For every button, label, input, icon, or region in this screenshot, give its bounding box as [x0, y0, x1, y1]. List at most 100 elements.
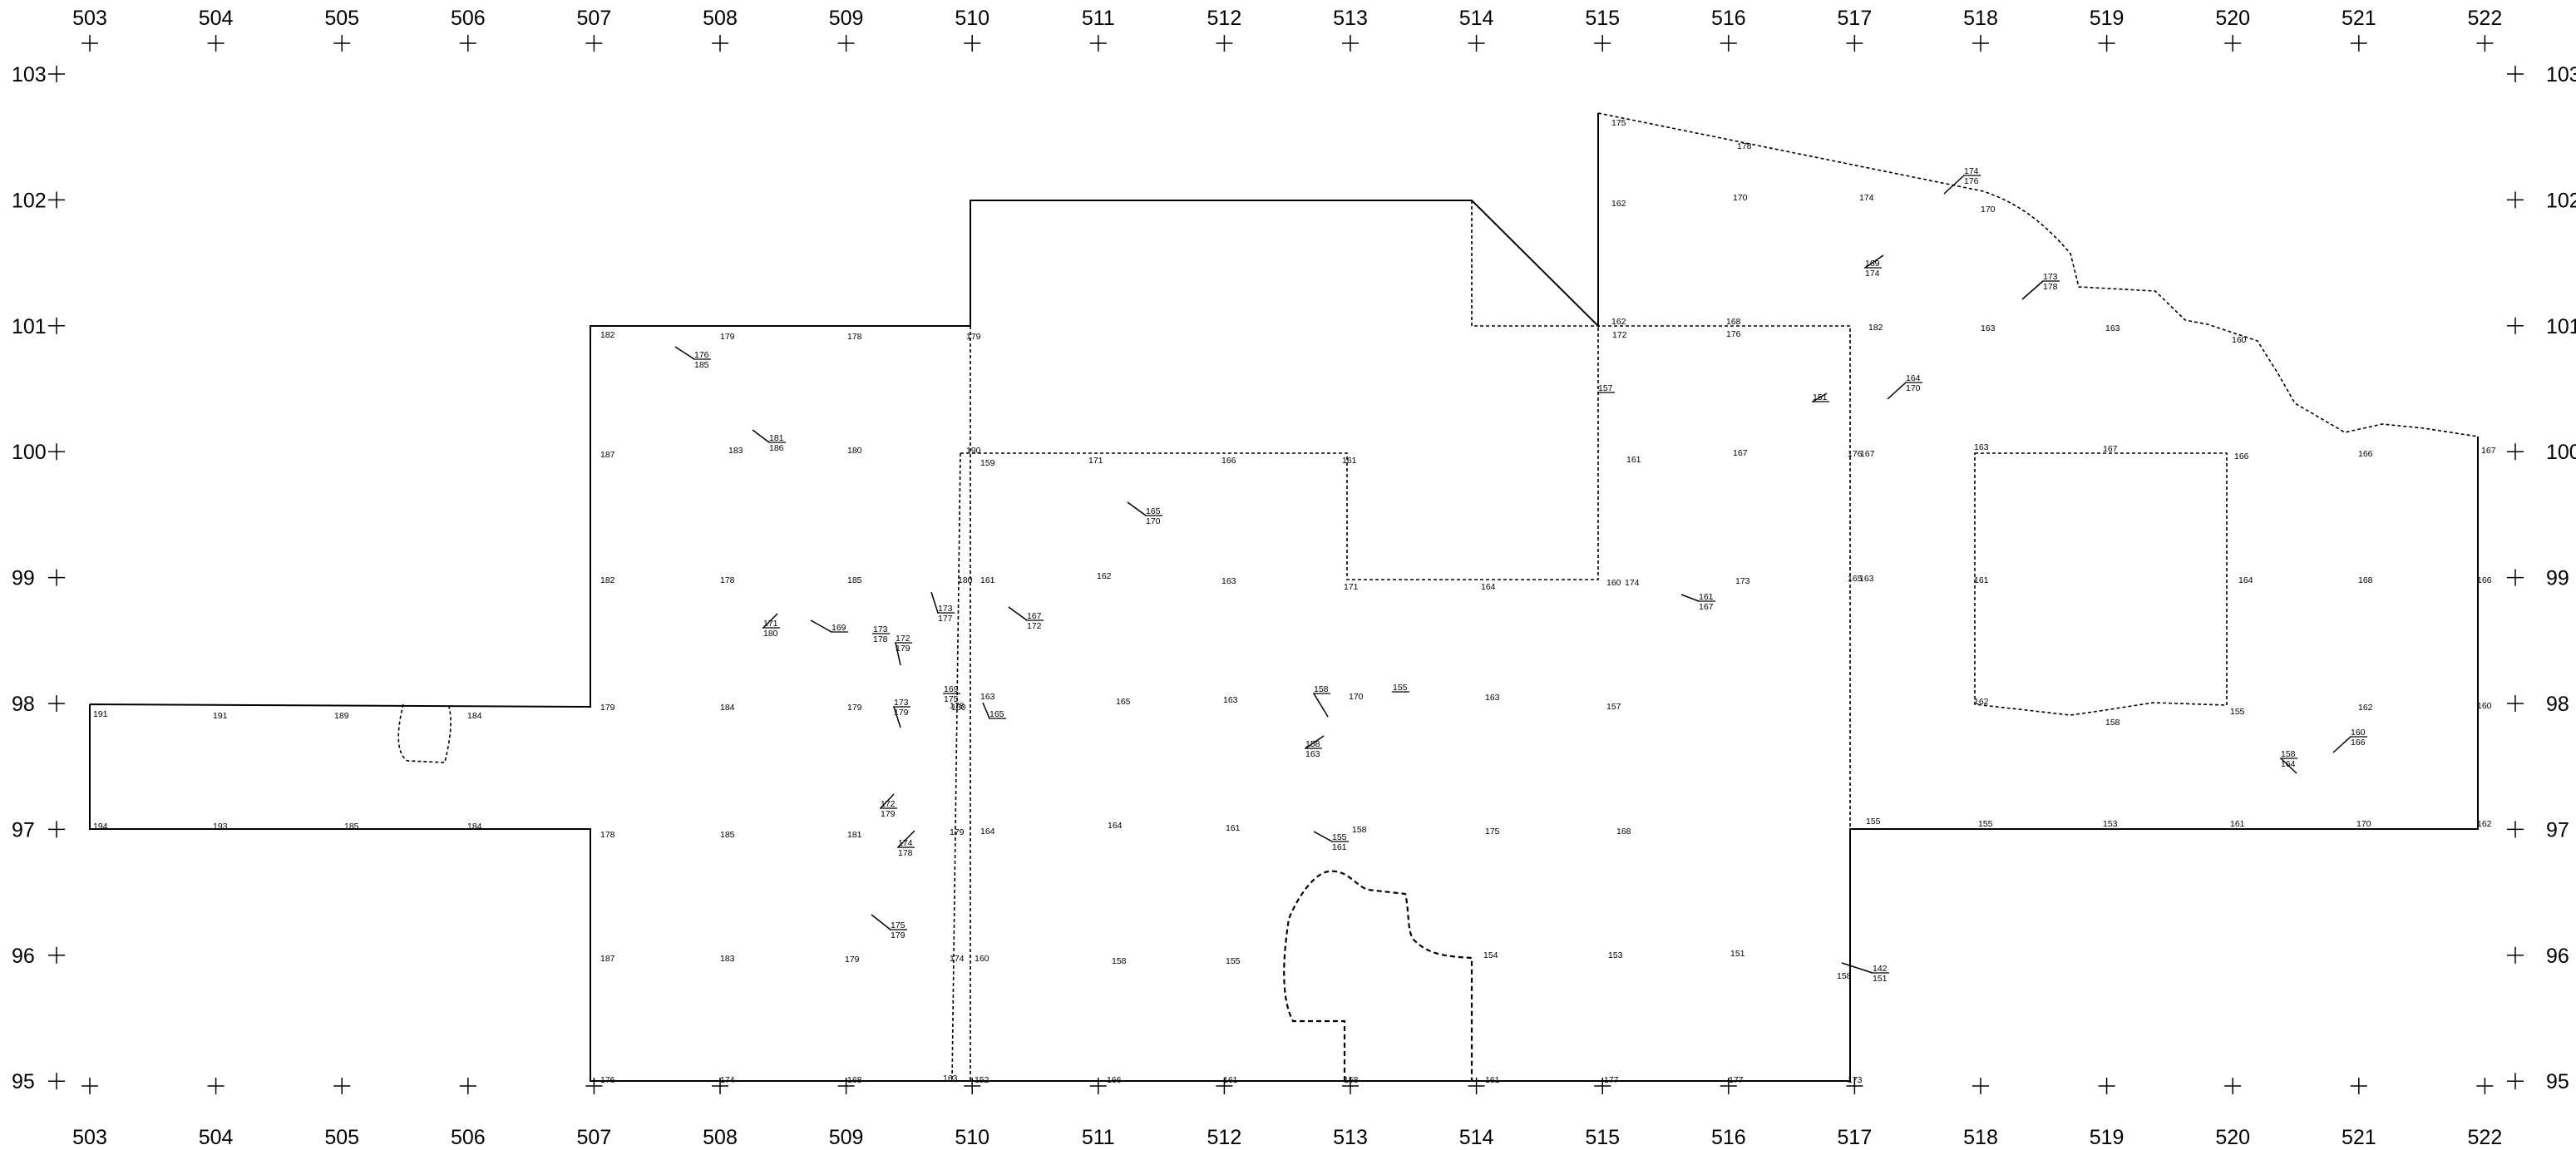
spot-elevation: 170 — [2356, 819, 2371, 829]
leader-line — [1841, 962, 1873, 974]
leader-line — [930, 591, 939, 614]
spot-elevation: 163 — [1223, 695, 1238, 705]
spot-elevation: 173 — [1735, 576, 1750, 586]
x-axis-label-bottom: 508 — [703, 1126, 738, 1149]
leader-line — [1313, 831, 1333, 842]
spot-elevation: 175 — [1485, 827, 1500, 837]
spot-elevation: 160 — [1606, 578, 1621, 588]
spot-elevation: 190 — [966, 446, 981, 456]
spot-elevation: 160 — [2232, 335, 2247, 345]
spot-elevation: 170 — [1733, 193, 1748, 203]
x-axis-label-top: 510 — [955, 7, 989, 30]
x-axis-label-top: 503 — [72, 7, 107, 30]
spot-elevation: 176 — [600, 1075, 615, 1085]
spot-elevation: 178 — [600, 830, 615, 840]
x-axis-label-bottom: 509 — [829, 1126, 864, 1149]
spot-elevation: 161 — [1626, 455, 1641, 465]
x-axis-label-bottom: 517 — [1838, 1126, 1873, 1149]
fraction-top: 173 — [938, 604, 953, 614]
fraction-top: 160 — [2351, 728, 2366, 738]
fraction-bottom: 174 — [1865, 269, 1880, 279]
fraction-top: 155 — [1393, 683, 1408, 693]
dashed-loop-west — [397, 703, 452, 763]
x-axis-label-top: 517 — [1838, 7, 1873, 30]
spot-elevation-fraction: 151 — [1812, 392, 1829, 402]
spot-elevation: 180 — [958, 575, 973, 585]
spot-elevation: 153 — [2103, 819, 2118, 829]
x-axis-label-top: 513 — [1333, 7, 1368, 30]
fraction-bottom: 179 — [881, 809, 896, 819]
spot-elevation: 180 — [847, 446, 862, 456]
fraction-bottom: 179 — [894, 708, 909, 718]
x-axis-label-top: 507 — [577, 7, 612, 30]
fraction-bottom: 186 — [769, 443, 784, 453]
fraction-top: 158 — [2281, 749, 2296, 759]
spot-elevation: 161 — [980, 575, 995, 585]
spot-elevation: 166 — [2234, 452, 2249, 461]
x-axis-label-top: 508 — [703, 7, 738, 30]
y-axis-label-right: 101 — [2546, 315, 2576, 338]
x-axis-label-top: 512 — [1207, 7, 1242, 30]
x-axis-label-bottom: 505 — [324, 1126, 359, 1149]
spot-elevation: 163 — [943, 1073, 958, 1083]
spot-elevation: 181 — [847, 830, 862, 840]
leader-line — [2332, 736, 2351, 753]
spot-elevation: 179 — [847, 703, 862, 713]
x-axis-label-bottom: 519 — [2090, 1126, 2124, 1149]
spot-elevation: 191 — [93, 709, 108, 719]
spot-elevation: 174 — [950, 954, 965, 964]
spot-elevation: 163 — [1974, 442, 1989, 452]
fraction-bottom: 179 — [891, 930, 906, 940]
spot-elevation: 187 — [600, 954, 615, 964]
spot-elevation: 189 — [334, 711, 349, 721]
spot-elevation: 162 — [1974, 697, 1989, 707]
spot-elevation: 178 — [847, 332, 862, 342]
spot-elevation: 163 — [1221, 576, 1236, 586]
spot-elevation: 182 — [600, 575, 615, 585]
y-axis-label-right: 100 — [2546, 441, 2576, 464]
x-axis-label-bottom: 510 — [955, 1126, 989, 1149]
spot-elevation: 174 — [1859, 193, 1874, 203]
fraction-bottom: 180 — [763, 629, 778, 639]
spot-elevation: 158 — [1344, 1075, 1359, 1085]
leader-line — [2021, 280, 2044, 300]
spot-elevation: 184 — [467, 711, 482, 721]
spot-elevation: 167 — [2103, 444, 2118, 454]
fraction-top: 142 — [1873, 964, 1888, 974]
y-axis-label-left: 96 — [12, 945, 35, 968]
x-axis-label-top: 509 — [829, 7, 864, 30]
fraction-top: 167 — [1027, 611, 1042, 621]
leader-line — [1008, 606, 1028, 621]
coordinate-grid: 503 503 504 504 505 505 506 506 507 507 508 508 509 5… — [12, 7, 2576, 1149]
spot-elevation: 152 — [975, 1075, 989, 1085]
spot-elevation: 168 — [1616, 827, 1631, 837]
x-axis-label-bottom: 506 — [451, 1126, 486, 1149]
spot-elevation: 157 — [1606, 702, 1621, 712]
spot-elevation: 167 — [1860, 449, 1875, 459]
spot-elevation: 162 — [1097, 571, 1112, 581]
leader-line — [1127, 501, 1147, 516]
y-axis-label-right: 95 — [2546, 1070, 2569, 1093]
leader-line — [762, 613, 778, 629]
x-axis-label-bottom: 518 — [1963, 1126, 1998, 1149]
spot-elevation-fraction: 165 — [982, 702, 1006, 719]
x-axis-label-bottom: 516 — [1711, 1126, 1746, 1149]
spot-elevation: 151 — [1730, 949, 1745, 959]
x-axis-label-top: 506 — [451, 7, 486, 30]
x-axis-label-top: 522 — [2468, 7, 2503, 30]
x-axis-label-bottom: 511 — [1082, 1126, 1115, 1149]
spot-elevation: 161 — [1974, 575, 1989, 585]
spot-elevation: 158 — [1112, 956, 1127, 966]
spot-elevation: 182 — [1868, 323, 1883, 333]
fraction-top: 169 — [944, 684, 959, 694]
